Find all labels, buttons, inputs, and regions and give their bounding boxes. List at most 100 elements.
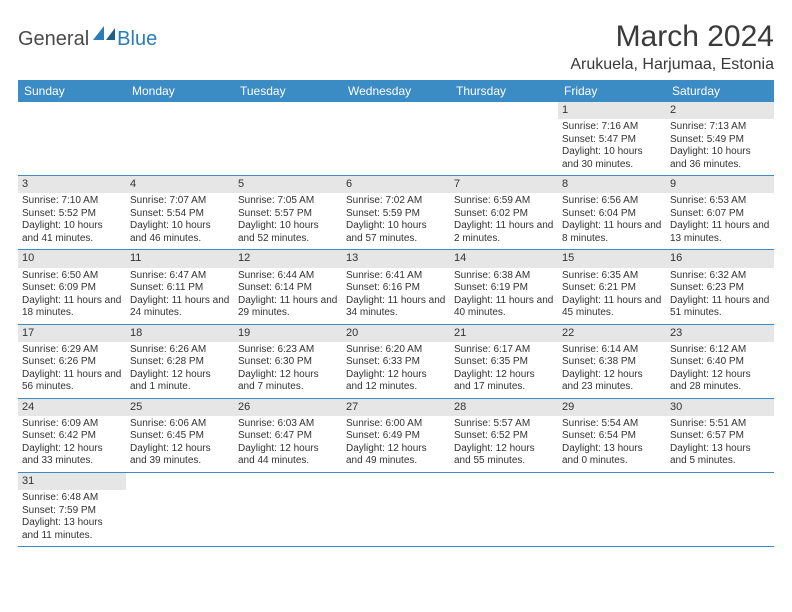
sunrise-text: Sunrise: 5:57 AM [454, 418, 554, 431]
calendar-cell: 7Sunrise: 6:59 AMSunset: 6:02 PMDaylight… [450, 176, 558, 250]
daylight-text: Daylight: 12 hours and 33 minutes. [22, 443, 122, 468]
day-details: Sunrise: 6:17 AMSunset: 6:35 PMDaylight:… [450, 342, 558, 398]
calendar-cell: 28Sunrise: 5:57 AMSunset: 6:52 PMDayligh… [450, 398, 558, 472]
day-number: 9 [666, 176, 774, 193]
sunrise-text: Sunrise: 6:50 AM [22, 270, 122, 283]
calendar-row: 3Sunrise: 7:10 AMSunset: 5:52 PMDaylight… [18, 176, 774, 250]
calendar-cell: 25Sunrise: 6:06 AMSunset: 6:45 PMDayligh… [126, 398, 234, 472]
day-number: 25 [126, 399, 234, 416]
sunset-text: Sunset: 6:47 PM [238, 430, 338, 443]
calendar-cell: 2Sunrise: 7:13 AMSunset: 5:49 PMDaylight… [666, 102, 774, 176]
calendar-cell: 18Sunrise: 6:26 AMSunset: 6:28 PMDayligh… [126, 324, 234, 398]
calendar-row: 17Sunrise: 6:29 AMSunset: 6:26 PMDayligh… [18, 324, 774, 398]
day-number [342, 102, 450, 106]
day-number: 8 [558, 176, 666, 193]
day-number: 18 [126, 325, 234, 342]
sunset-text: Sunset: 6:35 PM [454, 356, 554, 369]
logo: General Blue [18, 20, 157, 53]
daylight-text: Daylight: 10 hours and 46 minutes. [130, 220, 230, 245]
day-number: 14 [450, 250, 558, 267]
calendar-cell [558, 472, 666, 546]
sunset-text: Sunset: 6:23 PM [670, 282, 770, 295]
day-number: 20 [342, 325, 450, 342]
sunset-text: Sunset: 6:33 PM [346, 356, 446, 369]
sunrise-text: Sunrise: 5:54 AM [562, 418, 662, 431]
daylight-text: Daylight: 10 hours and 30 minutes. [562, 146, 662, 171]
calendar-cell: 13Sunrise: 6:41 AMSunset: 6:16 PMDayligh… [342, 250, 450, 324]
sunrise-text: Sunrise: 7:16 AM [562, 121, 662, 134]
sunset-text: Sunset: 5:52 PM [22, 208, 122, 221]
calendar-cell [126, 102, 234, 176]
day-details: Sunrise: 6:20 AMSunset: 6:33 PMDaylight:… [342, 342, 450, 398]
day-details: Sunrise: 6:29 AMSunset: 6:26 PMDaylight:… [18, 342, 126, 398]
sunrise-text: Sunrise: 6:47 AM [130, 270, 230, 283]
calendar-cell: 19Sunrise: 6:23 AMSunset: 6:30 PMDayligh… [234, 324, 342, 398]
sunrise-text: Sunrise: 6:09 AM [22, 418, 122, 431]
daylight-text: Daylight: 12 hours and 17 minutes. [454, 369, 554, 394]
weekday-header: Tuesday [234, 80, 342, 102]
day-details: Sunrise: 6:26 AMSunset: 6:28 PMDaylight:… [126, 342, 234, 398]
logo-text-general: General [18, 28, 89, 51]
daylight-text: Daylight: 12 hours and 44 minutes. [238, 443, 338, 468]
location: Arukuela, Harjumaa, Estonia [570, 56, 774, 74]
day-details: Sunrise: 6:23 AMSunset: 6:30 PMDaylight:… [234, 342, 342, 398]
day-details: Sunrise: 5:57 AMSunset: 6:52 PMDaylight:… [450, 416, 558, 472]
day-details: Sunrise: 6:38 AMSunset: 6:19 PMDaylight:… [450, 268, 558, 324]
sunrise-text: Sunrise: 6:35 AM [562, 270, 662, 283]
day-number [234, 473, 342, 477]
calendar-cell: 4Sunrise: 7:07 AMSunset: 5:54 PMDaylight… [126, 176, 234, 250]
calendar-cell: 23Sunrise: 6:12 AMSunset: 6:40 PMDayligh… [666, 324, 774, 398]
day-details: Sunrise: 6:53 AMSunset: 6:07 PMDaylight:… [666, 193, 774, 249]
day-number: 31 [18, 473, 126, 490]
daylight-text: Daylight: 10 hours and 52 minutes. [238, 220, 338, 245]
sunrise-text: Sunrise: 6:26 AM [130, 344, 230, 357]
day-number: 4 [126, 176, 234, 193]
calendar-cell [234, 472, 342, 546]
day-number [126, 473, 234, 477]
calendar-cell [18, 102, 126, 176]
day-number [666, 473, 774, 477]
calendar-cell: 1Sunrise: 7:16 AMSunset: 5:47 PMDaylight… [558, 102, 666, 176]
sunrise-text: Sunrise: 6:03 AM [238, 418, 338, 431]
calendar-cell: 11Sunrise: 6:47 AMSunset: 6:11 PMDayligh… [126, 250, 234, 324]
weekday-header-row: Sunday Monday Tuesday Wednesday Thursday… [18, 80, 774, 102]
sunrise-text: Sunrise: 6:06 AM [130, 418, 230, 431]
daylight-text: Daylight: 11 hours and 56 minutes. [22, 369, 122, 394]
logo-text-blue: Blue [117, 28, 157, 51]
day-details: Sunrise: 6:48 AMSunset: 7:59 PMDaylight:… [18, 490, 126, 546]
weekday-header: Wednesday [342, 80, 450, 102]
calendar-cell: 12Sunrise: 6:44 AMSunset: 6:14 PMDayligh… [234, 250, 342, 324]
daylight-text: Daylight: 10 hours and 41 minutes. [22, 220, 122, 245]
weekday-header: Monday [126, 80, 234, 102]
calendar-cell [342, 102, 450, 176]
day-number: 30 [666, 399, 774, 416]
day-details: Sunrise: 6:09 AMSunset: 6:42 PMDaylight:… [18, 416, 126, 472]
day-details: Sunrise: 6:59 AMSunset: 6:02 PMDaylight:… [450, 193, 558, 249]
sunset-text: Sunset: 6:57 PM [670, 430, 770, 443]
daylight-text: Daylight: 13 hours and 5 minutes. [670, 443, 770, 468]
calendar-row: 10Sunrise: 6:50 AMSunset: 6:09 PMDayligh… [18, 250, 774, 324]
weekday-header: Sunday [18, 80, 126, 102]
day-number: 26 [234, 399, 342, 416]
sunset-text: Sunset: 6:40 PM [670, 356, 770, 369]
day-number [234, 102, 342, 106]
sunrise-text: Sunrise: 6:17 AM [454, 344, 554, 357]
sunrise-text: Sunrise: 7:05 AM [238, 195, 338, 208]
day-details: Sunrise: 6:14 AMSunset: 6:38 PMDaylight:… [558, 342, 666, 398]
sunrise-text: Sunrise: 7:02 AM [346, 195, 446, 208]
calendar-cell: 24Sunrise: 6:09 AMSunset: 6:42 PMDayligh… [18, 398, 126, 472]
daylight-text: Daylight: 12 hours and 49 minutes. [346, 443, 446, 468]
sunset-text: Sunset: 6:28 PM [130, 356, 230, 369]
daylight-text: Daylight: 12 hours and 23 minutes. [562, 369, 662, 394]
day-number: 10 [18, 250, 126, 267]
calendar-cell [450, 472, 558, 546]
sunset-text: Sunset: 6:52 PM [454, 430, 554, 443]
calendar-cell: 27Sunrise: 6:00 AMSunset: 6:49 PMDayligh… [342, 398, 450, 472]
sunrise-text: Sunrise: 5:51 AM [670, 418, 770, 431]
sunset-text: Sunset: 6:04 PM [562, 208, 662, 221]
daylight-text: Daylight: 12 hours and 12 minutes. [346, 369, 446, 394]
calendar-cell [342, 472, 450, 546]
daylight-text: Daylight: 12 hours and 39 minutes. [130, 443, 230, 468]
calendar-cell: 30 Sunrise: 5:51 AMSunset: 6:57 PMDayligh… [666, 398, 774, 472]
sunrise-text: Sunrise: 6:41 AM [346, 270, 446, 283]
